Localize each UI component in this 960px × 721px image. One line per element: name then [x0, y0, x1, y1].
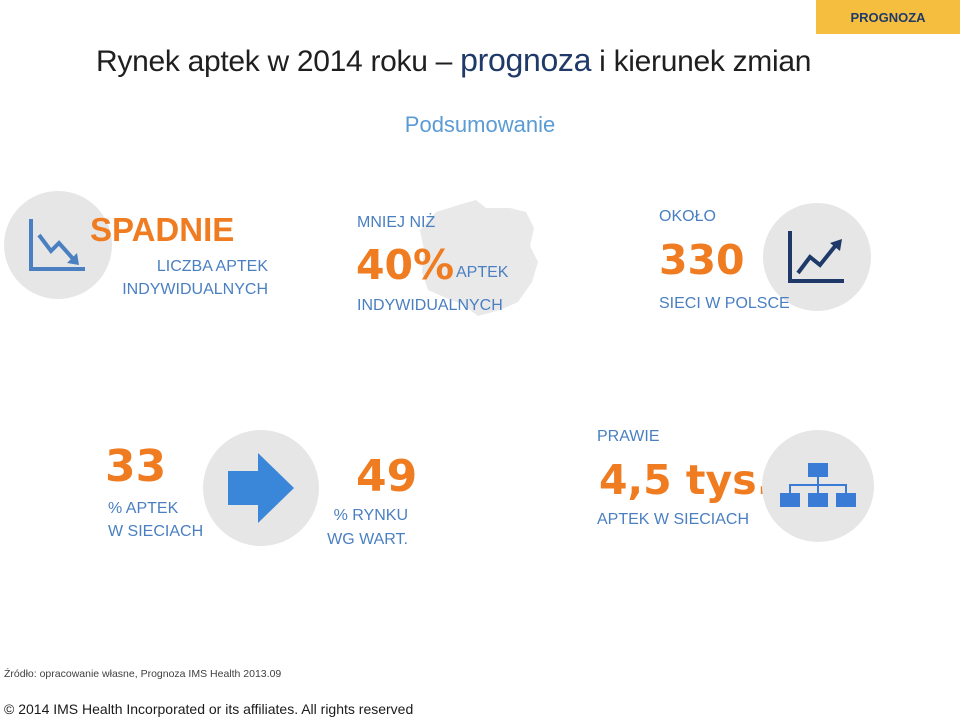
arrow-right-icon	[203, 430, 319, 546]
org-chart-icon	[762, 430, 874, 542]
stat6-label: APTEK W SIECIACH	[597, 511, 750, 528]
stat4-line1: % APTEK	[108, 500, 179, 517]
stat2-label2: INDYWIDUALNYCH	[357, 297, 503, 314]
page-title: Rynek aptek w 2014 roku – prognoza i kie…	[96, 42, 811, 79]
stat6-value: 4,5 tys.	[599, 456, 773, 504]
copyright: © 2014 IMS Health Incorporated or its af…	[4, 701, 414, 717]
stat1-line2: INDYWIDUALNYCH	[122, 281, 268, 298]
stat5-line2: WG WART.	[327, 531, 408, 548]
stat5-line1: % RYNKU	[333, 507, 408, 524]
section-tag: PROGNOZA	[816, 0, 960, 34]
title-pre: Rynek aptek w 2014 roku –	[96, 45, 461, 78]
source-note: Źródło: opracowanie własne, Prognoza IMS…	[4, 668, 282, 680]
chart-down-icon	[4, 191, 112, 299]
stat3-value: 330	[659, 236, 745, 284]
poland-map-icon	[420, 200, 538, 316]
stat6-prefix: PRAWIE	[597, 428, 660, 445]
stat2-label1: APTEK	[456, 264, 509, 281]
stat4-line2: W SIECIACH	[108, 523, 204, 540]
stat3-label: SIECI W POLSCE	[659, 295, 790, 312]
stat2-prefix: MNIEJ NIŻ	[357, 214, 436, 231]
stat2-value: 40%	[356, 241, 455, 289]
stat4-value: 33	[105, 441, 167, 492]
stat5-value: 49	[356, 451, 418, 502]
stat1-line1: LICZBA APTEK	[156, 258, 268, 275]
title-post: i kierunek zmian	[591, 45, 812, 78]
stat1-headline: SPADNIE	[90, 211, 235, 248]
page-subtitle: Podsumowanie	[404, 112, 556, 137]
stat3-prefix: OKOŁO	[659, 208, 716, 225]
title-accent: prognoza	[460, 42, 592, 78]
chart-up-icon	[763, 203, 871, 311]
